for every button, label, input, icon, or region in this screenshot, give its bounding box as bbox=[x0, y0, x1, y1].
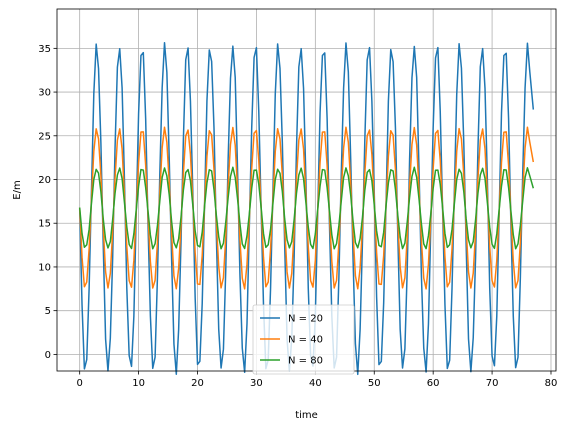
series-layer bbox=[78, 41, 535, 376]
y-tick-label: 35 bbox=[38, 44, 51, 55]
y-tick-label: 10 bbox=[38, 262, 51, 273]
series-line-3 bbox=[78, 166, 535, 250]
y-tick-label: 30 bbox=[38, 88, 51, 99]
legend-label: N = 20 bbox=[288, 314, 323, 325]
ticks: 0 10 20 30 40 50 60 70 80 0 5 10 15 20 25 30 35 bbox=[38, 44, 557, 389]
legend-box bbox=[252, 304, 355, 375]
x-tick-label: 50 bbox=[368, 378, 381, 389]
y-axis-label: E/m bbox=[12, 180, 23, 199]
y-tick-label: 25 bbox=[38, 131, 51, 142]
series-line-1 bbox=[78, 41, 535, 376]
y-tick-label: 20 bbox=[38, 175, 51, 186]
x-tick-label: 70 bbox=[486, 378, 499, 389]
x-axis-label: time bbox=[295, 410, 318, 421]
legend-label: N = 40 bbox=[288, 335, 323, 346]
legend-label: N = 80 bbox=[288, 356, 323, 367]
legend: N = 20 N = 40 N = 80 bbox=[252, 304, 355, 375]
y-tick-label: 5 bbox=[45, 306, 51, 317]
x-tick-label: 80 bbox=[545, 378, 558, 389]
x-tick-label: 60 bbox=[427, 378, 440, 389]
x-tick-label: 20 bbox=[191, 378, 204, 389]
x-tick-label: 40 bbox=[309, 378, 322, 389]
x-tick-label: 30 bbox=[250, 378, 263, 389]
x-tick-label: 10 bbox=[132, 378, 145, 389]
y-tick-label: 0 bbox=[45, 350, 51, 361]
y-tick-label: 15 bbox=[38, 219, 51, 230]
x-tick-label: 0 bbox=[76, 378, 82, 389]
